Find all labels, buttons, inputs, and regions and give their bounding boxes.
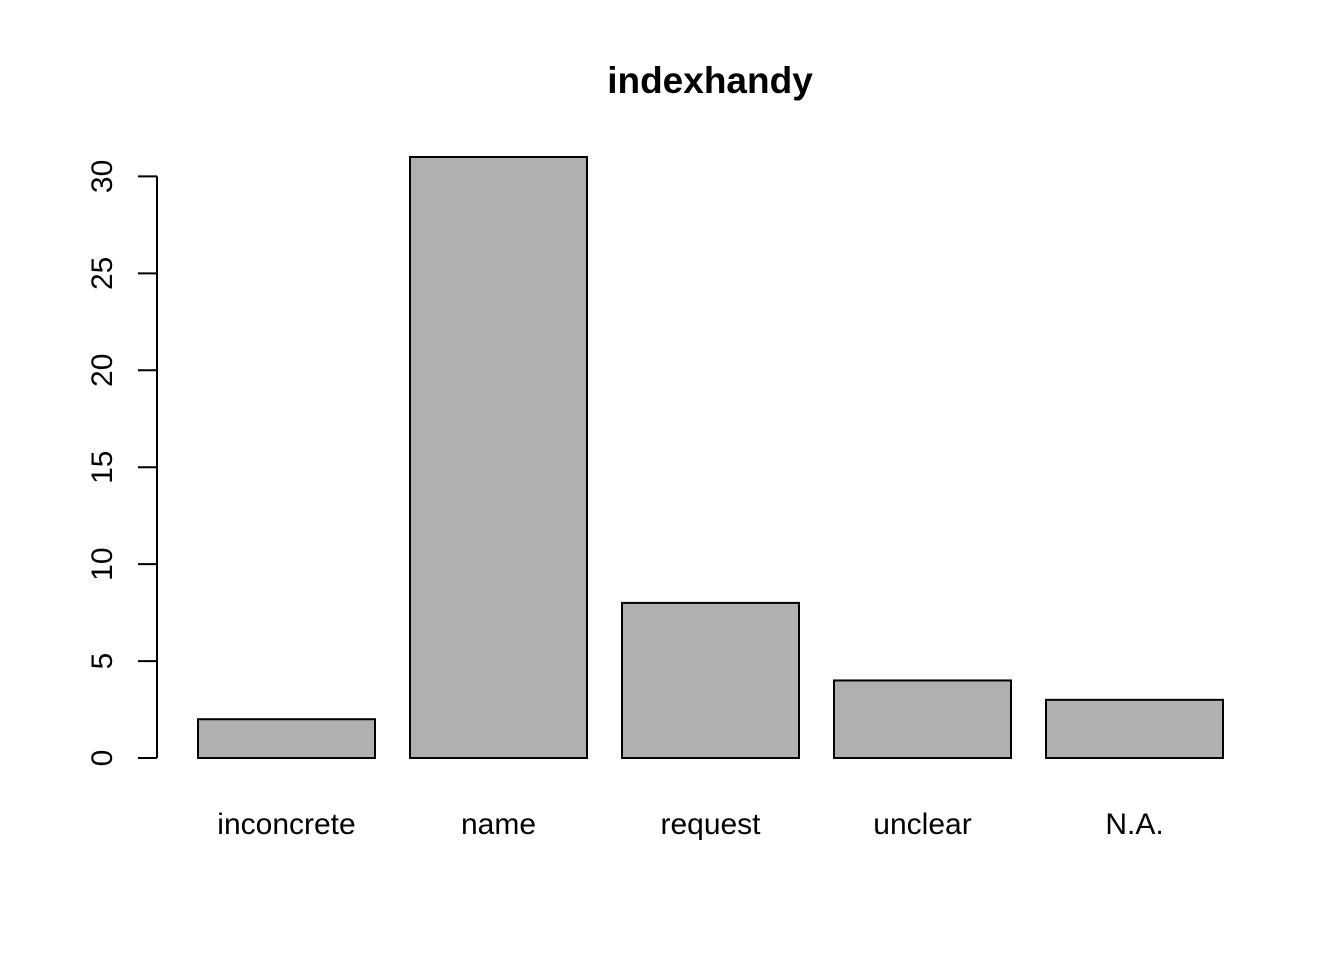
y-tick-label: 20 (86, 354, 119, 387)
x-category-label: name (461, 808, 536, 841)
x-category-label: N.A. (1105, 808, 1163, 841)
chart-title: indexhandy (607, 60, 813, 101)
bar-name (409, 156, 588, 759)
y-tick-label: 15 (86, 451, 119, 484)
x-category-label: request (660, 808, 761, 841)
bar-n-a (1045, 698, 1224, 759)
x-category-label: inconcrete (217, 808, 355, 841)
y-tick-label: 10 (86, 547, 119, 580)
y-tick-label: 30 (86, 160, 119, 193)
bar-unclear (833, 679, 1012, 759)
y-axis: 0 5 10 15 20 25 30 (86, 160, 158, 767)
bar-request (621, 601, 800, 759)
y-tick-label: 5 (86, 653, 119, 670)
y-tick-label: 0 (86, 750, 119, 767)
x-axis-labels: inconcrete name request unclear N.A. (217, 808, 1163, 841)
bar-inconcrete (197, 718, 376, 760)
bars (197, 156, 1224, 760)
y-tick-label: 25 (86, 257, 119, 290)
x-category-label: unclear (873, 808, 971, 841)
